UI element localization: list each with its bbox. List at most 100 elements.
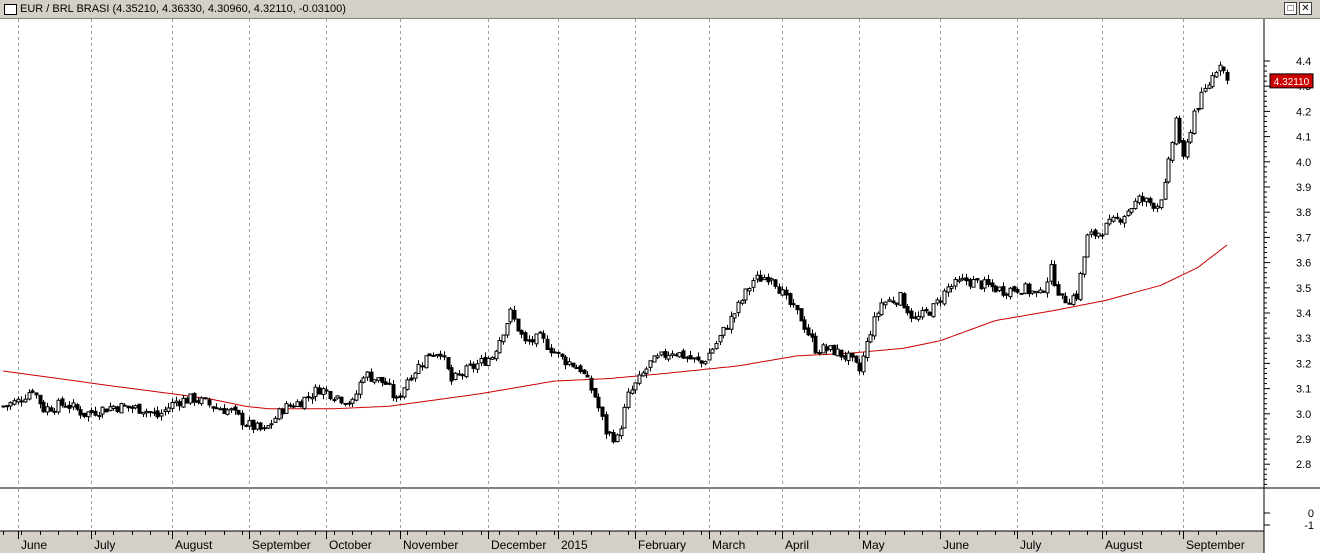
candle-body: [225, 409, 230, 415]
candle-55: [203, 397, 208, 400]
candle-159: [585, 370, 590, 378]
candle-body: [762, 277, 767, 281]
candle-301: [1107, 214, 1112, 226]
candle-body: [990, 282, 995, 288]
candle-body: [159, 412, 164, 417]
candle-body: [538, 331, 543, 334]
candle-body: [824, 346, 829, 352]
restore-button[interactable]: □: [1284, 2, 1297, 15]
candle-86: [317, 384, 322, 395]
candle-body: [799, 308, 804, 322]
candle-body: [1126, 210, 1131, 217]
candle-body: [1063, 295, 1068, 304]
candle-body: [494, 350, 499, 360]
candle-49: [181, 394, 186, 408]
candle-body: [155, 410, 160, 418]
candle-body: [975, 278, 980, 281]
candle-220: [810, 329, 815, 343]
x-tick-label-9: March: [712, 538, 745, 552]
candle-14: [52, 407, 57, 415]
candle-5: [19, 396, 24, 407]
candle-45: [166, 403, 171, 415]
candle-24: [89, 407, 94, 415]
candle-67: [247, 416, 252, 430]
candle-278: [1023, 282, 1028, 295]
candle-body: [372, 379, 377, 383]
candle-9: [34, 392, 39, 399]
candle-body: [398, 395, 403, 398]
candle-body: [600, 406, 605, 417]
candle-326: [1199, 87, 1204, 110]
candle-242: [891, 296, 896, 304]
candle-body: [41, 401, 46, 413]
candle-268: [986, 274, 991, 288]
candle-221: [813, 332, 818, 355]
candlestick-series: [1, 61, 1230, 444]
candle-102: [376, 377, 381, 383]
candle-16: [60, 396, 65, 408]
candle-28: [104, 408, 109, 413]
candle-body: [993, 285, 998, 293]
candle-body: [655, 355, 660, 359]
candle-173: [637, 370, 642, 386]
candle-body: [236, 409, 241, 415]
close-button[interactable]: ✕: [1299, 2, 1312, 15]
candle-body: [310, 396, 315, 400]
candle-body: [137, 403, 142, 414]
candle-body: [409, 377, 414, 381]
candle-77: [284, 400, 289, 414]
candle-15: [56, 398, 61, 415]
candle-70: [258, 422, 263, 432]
candle-body: [148, 411, 153, 414]
x-tick-label-1: July: [94, 538, 115, 552]
candle-body: [464, 365, 469, 378]
candle-6: [23, 394, 28, 403]
candle-body: [475, 363, 480, 370]
candle-body: [710, 348, 715, 354]
candle-104: [383, 377, 388, 385]
candle-48: [177, 399, 182, 411]
candle-258: [949, 284, 954, 293]
candle-body: [63, 405, 68, 408]
candle-310: [1140, 192, 1145, 207]
candle-253: [931, 303, 936, 318]
candle-100: [369, 368, 374, 382]
candle-160: [589, 375, 594, 394]
window-menu-icon[interactable]: [4, 4, 17, 15]
candle-body: [335, 395, 340, 399]
x-axis-labels: June July August September October November De…: [3, 531, 1245, 552]
candle-64: [236, 409, 241, 416]
candle-body: [52, 410, 57, 413]
candle-22: [82, 412, 87, 419]
candle-117: [431, 352, 436, 357]
candle-body: [23, 398, 28, 403]
candle-body: [497, 340, 502, 354]
candle-12: [45, 402, 50, 416]
candle-199: [732, 313, 737, 323]
candle-185: [681, 348, 686, 360]
candle-body: [214, 407, 219, 410]
candle-body: [846, 352, 851, 362]
candle-body: [115, 406, 120, 412]
candle-288: [1060, 293, 1065, 300]
candle-body: [93, 410, 98, 416]
candle-89: [328, 390, 333, 401]
candle-78: [288, 402, 293, 408]
candle-188: [692, 357, 697, 363]
candle-body: [1214, 71, 1219, 78]
candle-body: [1203, 87, 1208, 92]
candle-body: [365, 371, 370, 378]
candle-body: [27, 392, 32, 400]
candle-182: [670, 350, 675, 358]
candle-body: [924, 308, 929, 312]
candle-body: [641, 372, 646, 377]
candle-body: [868, 334, 873, 343]
candle-body: [593, 388, 598, 398]
candle-227: [835, 344, 840, 357]
candle-body: [233, 406, 238, 411]
candle-body: [1199, 91, 1204, 110]
candle-207: [762, 274, 767, 281]
candle-body: [677, 352, 682, 358]
candle-151: [556, 351, 561, 358]
candle-54: [199, 396, 204, 406]
